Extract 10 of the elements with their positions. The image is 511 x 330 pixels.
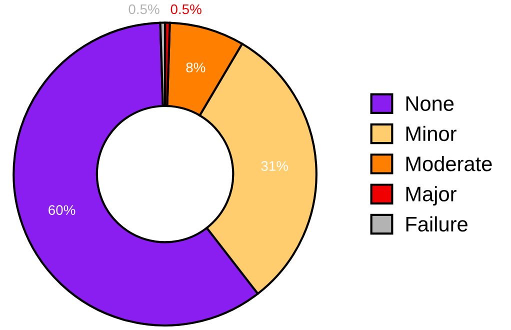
legend-label: Failure [406,216,468,232]
data-label: 8% [186,62,206,72]
data-label: 0.5% [128,4,160,14]
legend-label: Major [406,186,456,206]
data-label: 31% [261,161,288,171]
legend-label: Moderate [406,156,492,172]
legend-label: Minor [406,126,456,142]
data-label: 0.5% [170,4,202,14]
data-label: 60% [48,205,76,215]
legend-label: None [406,96,454,111]
